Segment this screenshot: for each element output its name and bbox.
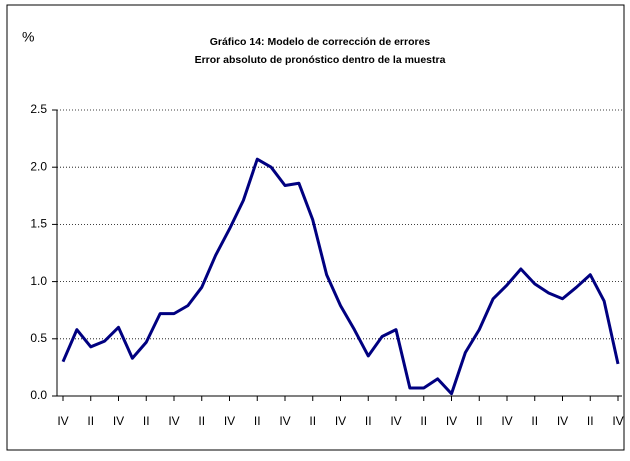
y-tick-label: 2.0 [30,159,47,173]
y-tick-label: 0.5 [30,331,47,345]
x-tick-label: IV [57,414,68,428]
x-tick-label: II [420,414,427,428]
x-tick-label: IV [279,414,290,428]
chart-subtitle: Error absoluto de pronóstico dentro de l… [195,54,446,66]
x-tick-label: II [587,414,594,428]
x-tick-label: II [531,414,538,428]
y-tick-label: 2.5 [30,102,47,116]
y-axis-label: % [22,29,34,45]
x-tick-label: II [143,414,150,428]
x-tick-label: IV [168,414,179,428]
x-tick-label: II [309,414,316,428]
x-tick-label: IV [335,414,346,428]
x-tick-label: IV [113,414,124,428]
x-tick-label: II [254,414,261,428]
x-tick-label: IV [612,414,623,428]
line [61,157,620,396]
x-tick-label: II [365,414,372,428]
x-tick-label: IV [390,414,401,428]
y-tick-label: 1.0 [30,274,47,288]
y-tick-label: 0.0 [30,388,47,402]
chart-title: Gráfico 14: Modelo de corrección de erro… [210,36,431,48]
y-tick-label: 1.5 [30,217,47,231]
x-tick-label: II [198,414,205,428]
x-tick-label: IV [501,414,512,428]
x-tick-label: II [476,414,483,428]
x-tick-label: IV [446,414,457,428]
x-tick-label: IV [557,414,568,428]
x-tick-label: IV [224,414,235,428]
x-tick-label: II [87,414,94,428]
